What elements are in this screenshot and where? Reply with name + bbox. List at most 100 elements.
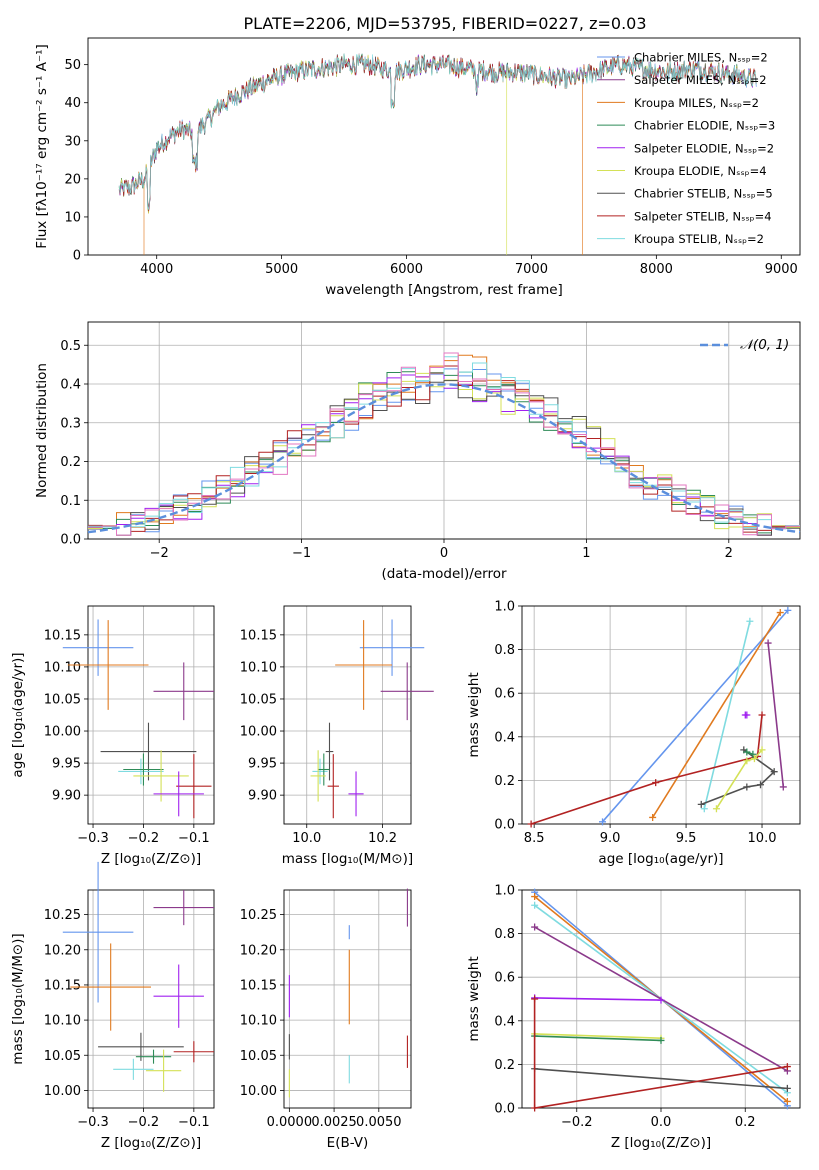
y-tick-label: 10.10 [44, 660, 81, 675]
y-tick-label: 10.05 [240, 692, 277, 707]
legend-label: Chabrier ELODIE, Nₛₛₚ=3 [634, 119, 775, 133]
x-tick-label: 9000 [765, 262, 798, 277]
weight-marker [531, 893, 539, 901]
plot-frame [87, 37, 801, 256]
plot-frame [87, 889, 215, 1109]
plot-frame [87, 605, 215, 825]
weight-marker [531, 995, 539, 1003]
y-tick-label: 0.0 [60, 533, 81, 548]
x-tick-label: −0.1 [178, 831, 210, 846]
y-tick-label: 10.15 [44, 628, 81, 643]
x-tick-label: −0.3 [77, 1115, 109, 1130]
y-tick-label: 0.3 [60, 416, 81, 431]
x-tick-label: 0.0 [651, 1115, 672, 1130]
weight-marker [657, 996, 665, 1004]
age-vs-Z-points [62, 619, 214, 819]
legend-label: Salpeter STELIB, Nₛₛₚ=4 [634, 209, 772, 223]
x-tick-label: 4000 [140, 262, 173, 277]
weight-marker [743, 783, 751, 791]
mass-vs-Z-axes: −0.3 −0.2 −0.1 10.00 10.05 10.10 10.15 10.20 10.… [10, 889, 215, 1151]
y-tick-label: 0.4 [494, 730, 515, 745]
weight-marker [779, 783, 787, 791]
plot-frame [521, 605, 801, 825]
weight-line [715, 749, 763, 810]
y-axis-label: mass weight [466, 956, 482, 1041]
x-tick-label: 0 [440, 546, 448, 561]
x-tick-label: 0.0050 [356, 1115, 402, 1130]
y-tick-label: 10.15 [240, 628, 277, 643]
x-tick-label: 10.2 [368, 831, 397, 846]
x-tick-label: 10.0 [292, 831, 321, 846]
x-axis-label: Z [log₁₀(Z/Z⊙)] [101, 851, 201, 867]
y-tick-label: 10.10 [240, 1014, 277, 1029]
weight-marker [783, 1084, 791, 1092]
weight-marker [700, 805, 708, 813]
x-axis-label: (data-model)/error [381, 566, 507, 582]
y-tick-label: 30 [64, 134, 81, 149]
histogram-step [88, 352, 800, 536]
weight-marker [743, 757, 751, 765]
weight-marker [649, 813, 657, 821]
y-tick-label: 0.0 [494, 818, 515, 833]
y-axis-label: mass [log₁₀(M/M⊙)] [10, 933, 26, 1064]
legend-label: Chabrier MILES, Nₛₛₚ=2 [634, 51, 768, 65]
y-tick-label: 1.0 [494, 884, 515, 899]
y-tick-label: 0.2 [494, 774, 515, 789]
x-tick-label: −0.2 [128, 831, 160, 846]
age-vs-Z-axes: −0.3 −0.2 −0.1 9.90 9.95 10.00 10.05 10.10 10.15… [10, 605, 215, 867]
weight-marker [784, 606, 792, 614]
y-tick-label: 0.0 [494, 1102, 515, 1117]
y-axis-label: Flux [fλ10⁻¹⁷ erg cm⁻² s⁻¹ A⁻¹] [34, 44, 50, 249]
x-tick-label: 5000 [265, 262, 298, 277]
x-tick-label: −0.2 [128, 1115, 160, 1130]
x-tick-label: 0.2 [735, 1115, 756, 1130]
legend-label: Chabrier STELIB, Nₛₛₚ=5 [634, 187, 773, 201]
x-tick-label: 6000 [390, 262, 423, 277]
y-tick-label: 10.10 [44, 1014, 81, 1029]
weight-marker [657, 1036, 665, 1044]
figure-title: PLATE=2206, MJD=53795, FIBERID=0227, z=0… [243, 14, 646, 33]
x-tick-label: 1 [582, 546, 590, 561]
y-tick-label: 1.0 [494, 600, 515, 615]
histogram-series [87, 352, 801, 536]
weight-marker [531, 923, 539, 931]
x-tick-label: 0.0000 [267, 1115, 313, 1130]
y-tick-label: 0.2 [494, 1058, 515, 1073]
y-tick-label: 10 [64, 210, 81, 225]
x-tick-label: 8.5 [524, 831, 545, 846]
y-tick-label: 10.20 [240, 943, 277, 958]
weight-marker [757, 781, 765, 789]
age-vs-mass-points [310, 619, 434, 819]
y-tick-label: 0 [73, 249, 81, 264]
legend-label: Kroupa ELODIE, Nₛₛₚ=4 [634, 164, 767, 178]
y-tick-label: 9.90 [248, 789, 277, 804]
weight-line [534, 1035, 662, 1042]
x-tick-label: 8000 [640, 262, 673, 277]
x-tick-label: 2 [725, 546, 733, 561]
x-axis-label: Z [log₁₀(Z/Z⊙)] [101, 1135, 201, 1151]
normal-curve [87, 383, 801, 534]
y-axis-label: age [log₁₀(age/yr)] [10, 652, 26, 777]
y-tick-label: 0.2 [60, 455, 81, 470]
plot-frame [87, 321, 801, 540]
weight-marker [770, 768, 778, 776]
weight-vs-Z-series [531, 888, 791, 1112]
y-tick-label: 10.15 [44, 978, 81, 993]
x-tick-label: 10.0 [748, 831, 777, 846]
y-tick-label: 0.6 [494, 971, 515, 986]
y-tick-label: 10.05 [44, 1049, 81, 1064]
legend-label: Salpeter MILES, Nₛₛₚ=2 [634, 73, 767, 87]
weight-marker [697, 800, 705, 808]
weight-vs-Z-axes: −0.2 0.0 0.2 0.0 0.2 0.4 0.6 0.8 1.0 Z [log₁₀(Z/Z… [466, 884, 801, 1151]
weight-line [534, 1033, 662, 1039]
x-tick-label: 0.0025 [311, 1115, 357, 1130]
spectrum-legend: Chabrier MILES, Nₛₛₚ=2 Salpeter MILES, Nₛ… [597, 51, 775, 246]
weight-marker [750, 755, 758, 763]
legend-label: Kroupa MILES, Nₛₛₚ=2 [634, 96, 759, 110]
y-tick-label: 10.05 [44, 692, 81, 707]
x-tick-label: 9.0 [600, 831, 621, 846]
x-axis-label: wavelength [Angstrom, rest frame] [325, 282, 563, 298]
mass-vs-EBV-points [288, 888, 408, 1098]
y-tick-label: 0.4 [60, 378, 81, 393]
x-axis-label: E(B-V) [327, 1135, 369, 1151]
